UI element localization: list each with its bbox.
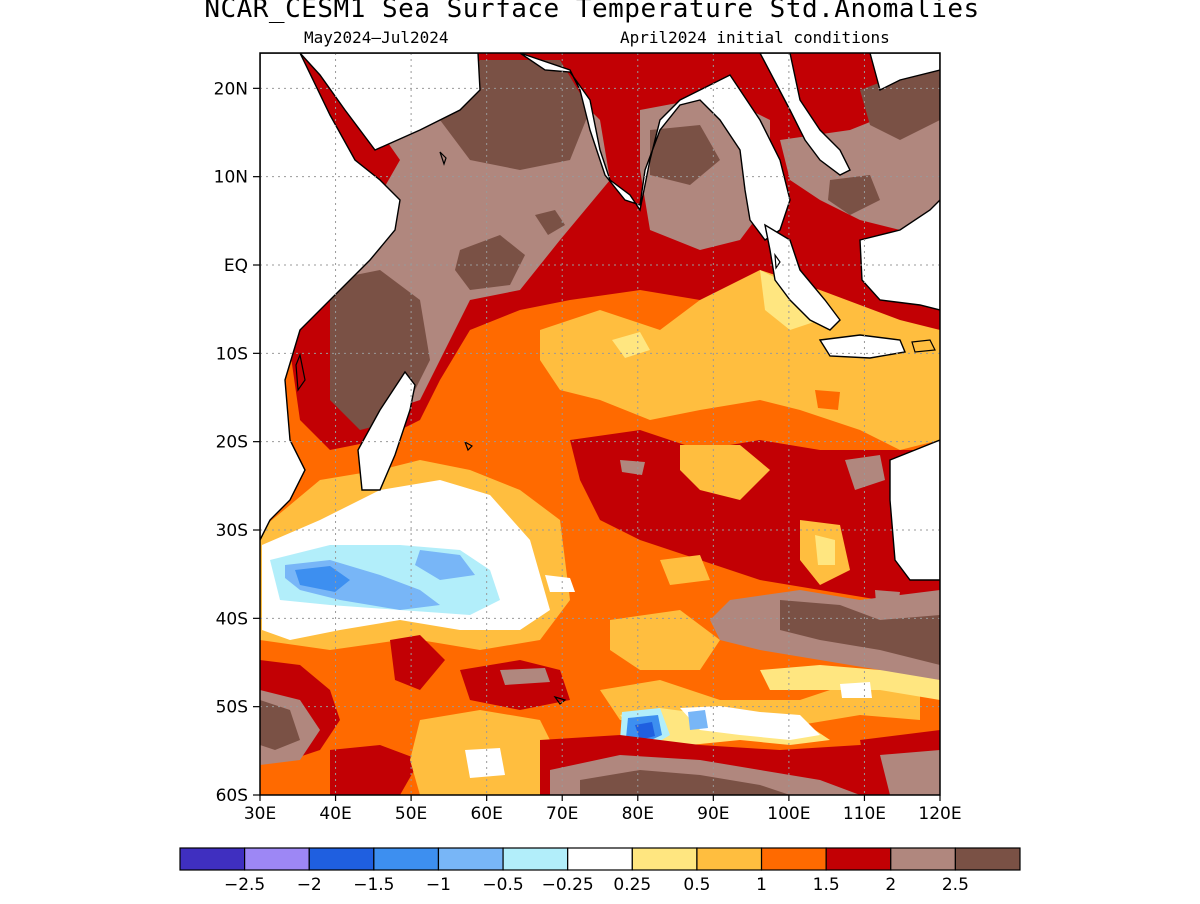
colorbar-label: 0.5 [683,875,710,895]
colorbar-swatch [502,847,569,871]
lat-tick-label: 20N [214,79,248,99]
land-mask [260,53,940,581]
colorbar-swatch [179,847,246,871]
lat-tick-label: 50S [216,698,248,718]
colorbar-label: −1 [426,875,451,895]
colorbar-label: 2.5 [942,875,969,895]
lon-tick-label: 30E [244,804,276,824]
colorbar-label: 1 [756,875,767,895]
lon-tick-label: 80E [622,804,654,824]
map-frame [259,52,941,796]
lon-tick-label: 90E [697,804,729,824]
colorbar-swatch [631,847,698,871]
lon-tick-label: 70E [546,804,578,824]
colorbar-swatch [373,847,440,871]
colorbar-label: −1.5 [353,875,394,895]
colorbar-label: −2.5 [224,875,265,895]
lat-tick-label: EQ [224,256,248,276]
sst-anomaly-field [260,53,940,795]
colorbar-label: −0.25 [542,875,594,895]
longitude-axis: 30E 40E 50E 60E 70E 80E 90E 100E 110E 120E [244,795,962,824]
lon-tick-label: 50E [395,804,427,824]
lon-tick-label: 60E [470,804,502,824]
lat-tick-label: 10S [216,344,248,364]
colorbar-label: −0.5 [482,875,523,895]
map-title: NCAR_CESM1 Sea Surface Temperature Std.A… [204,0,980,24]
islands [295,151,936,705]
colorbar-swatch [437,847,504,871]
lat-lon-grid [260,53,940,795]
colorbar-swatch [567,847,633,871]
colorbar-label: 1.5 [813,875,840,895]
colorbar-swatch [308,847,375,871]
forecast-period: May2024–Jul2024 [304,28,449,47]
latitude-axis: 20N 10N EQ 10S 20S 30S 40S 50S 60S [214,79,260,806]
lat-tick-label: 60S [216,786,248,806]
lon-tick-label: 40E [319,804,351,824]
colorbar-label: 0.25 [613,875,651,895]
lat-tick-label: 30S [216,521,248,541]
colorbar-swatch [696,847,763,871]
colorbar-swatch [890,847,956,871]
lat-tick-label: 10N [214,168,248,188]
lat-tick-label: 40S [216,609,248,629]
lon-tick-label: 120E [918,804,961,824]
lat-tick-label: 20S [216,433,248,453]
initial-conditions-label: April2024 initial conditions [620,28,890,47]
colorbar: −2.5 −2 −1.5 −1 −0.5 −0.25 0.25 0.5 1 1.5 2 2.5 [179,847,1021,895]
lon-tick-label: 100E [767,804,810,824]
colorbar-label: −2 [297,875,322,895]
colorbar-swatch [825,847,892,871]
colorbar-label: 2 [885,875,896,895]
colorbar-swatch [760,847,827,871]
colorbar-swatch [244,847,310,871]
colorbar-swatch [954,847,1021,871]
lon-tick-label: 110E [843,804,886,824]
